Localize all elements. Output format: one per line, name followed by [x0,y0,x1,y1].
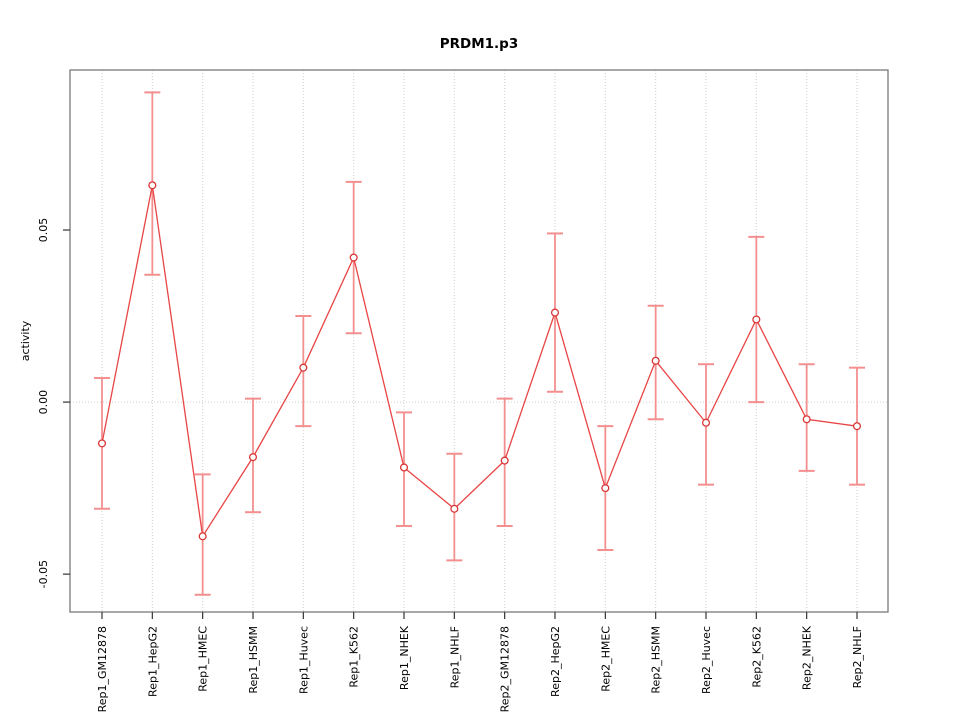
y-tick-label: -0.05 [37,560,50,588]
data-point [450,504,459,513]
data-point [349,253,358,262]
x-tick-label: Rep2_HMEC [599,626,612,692]
x-tick-label: Rep1_NHEK [398,625,411,690]
data-point [148,181,157,190]
data-point [500,456,509,465]
plot-border [69,69,889,613]
y-axis-label: activity [19,320,32,362]
data-point [198,532,207,541]
chart-title: PRDM1.p3 [439,36,519,52]
x-tick-label: Rep2_HepG2 [549,626,562,697]
x-tick-label: Rep1_HSMM [247,626,260,694]
data-point [399,463,409,472]
x-tick-label: Rep2_NHLF [851,626,864,688]
x-tick-label: Rep1_HMEC [197,626,210,692]
y-tick-label: 0.05 [37,218,50,243]
x-tick-label: Rep2_NHEK [801,625,814,690]
data-point [701,418,711,427]
data-point [651,356,660,365]
series-line [101,185,858,539]
x-tick-label: Rep1_HepG2 [146,626,159,697]
x-tick-label: Rep1_GM12878 [96,626,109,712]
y-tick-label: 0.00 [37,390,50,415]
data-point [550,308,560,317]
data-point [248,453,258,462]
x-tick-label: Rep1_K562 [348,626,361,688]
x-tick-label: Rep1_NHLF [448,626,461,688]
x-tick-label: Rep1_Huvec [297,626,310,694]
x-tick-label: Rep2_K562 [750,626,763,688]
data-point [852,422,862,431]
data-point [97,439,107,448]
data-point [802,415,811,424]
data-point [752,315,761,324]
x-tick-label: Rep2_GM12878 [499,626,512,712]
data-point [299,363,308,372]
data-point [601,484,610,493]
x-tick-label: Rep2_HSMM [650,626,663,694]
x-tick-label: Rep2_Huvec [700,626,713,694]
